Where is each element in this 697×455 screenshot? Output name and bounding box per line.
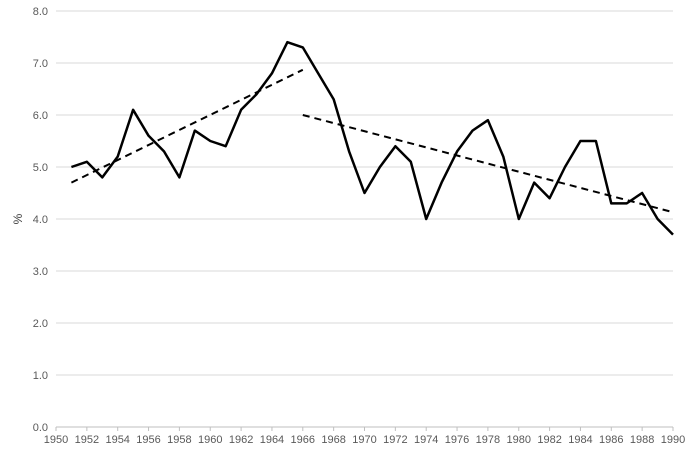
y-tick-label: 5.0 bbox=[33, 162, 48, 174]
x-tick-label: 1988 bbox=[630, 434, 654, 446]
y-tick-label: 6.0 bbox=[33, 110, 48, 122]
y-axis-title: % bbox=[11, 213, 25, 224]
x-tick-label: 1956 bbox=[136, 434, 160, 446]
x-tick-label: 1962 bbox=[229, 434, 253, 446]
x-tick-label: 1964 bbox=[260, 434, 284, 446]
y-tick-label: 0.0 bbox=[33, 422, 48, 434]
x-tick-label: 1978 bbox=[476, 434, 500, 446]
x-tick-label: 1970 bbox=[352, 434, 376, 446]
series-group bbox=[70, 40, 674, 236]
x-tick-label: 1990 bbox=[661, 434, 685, 446]
x-tick-label: 1984 bbox=[568, 434, 592, 446]
y-tick-label: 2.0 bbox=[33, 318, 48, 330]
x-tick-label: 1960 bbox=[198, 434, 222, 446]
x-tick-label: 1950 bbox=[44, 434, 68, 446]
x-tick-label: 1954 bbox=[105, 434, 129, 446]
x-tick-label: 1974 bbox=[414, 434, 438, 446]
y-tick-label: 8.0 bbox=[33, 6, 48, 18]
y-tick-labels: 0.0 1.0 2.0 3.0 4.0 5.0 6.0 7.0 8.0 bbox=[33, 6, 48, 434]
x-tick-label: 1958 bbox=[167, 434, 191, 446]
x-tick-label: 1972 bbox=[383, 434, 407, 446]
y-tick-label: 7.0 bbox=[33, 58, 48, 70]
axes bbox=[55, 426, 674, 431]
y-tick-label: 1.0 bbox=[33, 370, 48, 382]
x-tick-label: 1982 bbox=[537, 434, 561, 446]
y-tick-label: 4.0 bbox=[33, 214, 48, 226]
gridlines bbox=[56, 10, 673, 376]
x-tick-label: 1966 bbox=[291, 434, 315, 446]
y-tick-label: 3.0 bbox=[33, 266, 48, 278]
x-tick-label: 1952 bbox=[75, 434, 99, 446]
x-tick-label: 1980 bbox=[507, 434, 531, 446]
x-tick-label: 1976 bbox=[445, 434, 469, 446]
x-tick-label: 1968 bbox=[321, 434, 345, 446]
x-tick-label: 1986 bbox=[599, 434, 623, 446]
series-line bbox=[71, 40, 674, 236]
x-tick-labels: 1950 1952 1954 1956 1958 1960 1962 1964 1966 1968… bbox=[44, 434, 685, 446]
trend-line-1 bbox=[70, 68, 304, 184]
trend-line-2 bbox=[302, 114, 674, 214]
